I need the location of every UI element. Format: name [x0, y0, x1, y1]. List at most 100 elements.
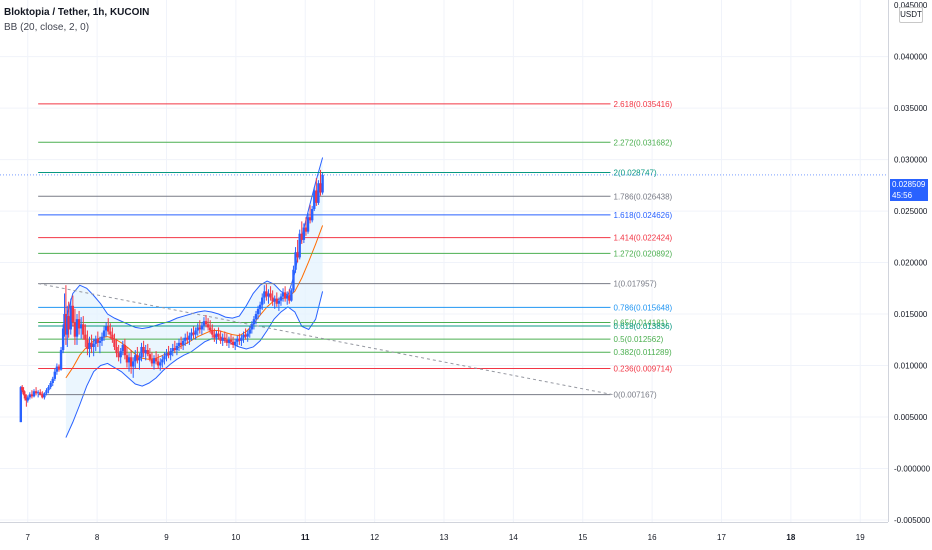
candle-body: [142, 346, 145, 354]
candle-body: [258, 304, 262, 309]
candle-body: [244, 334, 247, 337]
candle-body: [275, 298, 279, 304]
candle-body: [115, 346, 118, 354]
candle-body: [281, 292, 285, 297]
candle-body: [136, 355, 139, 361]
fib-label: 2.618(0.035416): [614, 100, 673, 109]
candle-body: [252, 319, 256, 325]
candle-body: [265, 291, 268, 297]
candle-body: [75, 319, 79, 337]
candle-body: [138, 357, 141, 361]
candle-body: [117, 353, 120, 358]
candle-body: [269, 293, 272, 298]
candle-body: [190, 332, 193, 336]
last-price-value: 0.028509: [892, 180, 926, 189]
candle-body: [123, 344, 127, 356]
fib-label: 2(0.028747): [614, 168, 657, 177]
candle-body: [179, 342, 183, 345]
candle-body: [306, 217, 310, 232]
x-tick-label: 9: [164, 533, 169, 542]
candle-body: [181, 340, 185, 345]
candle-body: [288, 295, 291, 301]
candle-body: [223, 337, 226, 340]
candle-body: [107, 326, 110, 332]
y-tick-label: -0.000000: [894, 464, 931, 473]
x-tick-label: 19: [856, 533, 865, 542]
symbol-title[interactable]: Bloktopia / Tether, 1h, KUCOIN: [4, 7, 150, 18]
candle-body: [184, 337, 187, 341]
candle-body: [177, 342, 181, 346]
y-tick-label: 0.030000: [894, 156, 928, 165]
y-tick-label: 0.045000: [894, 1, 928, 10]
candle-body: [242, 334, 245, 338]
x-tick-label: 17: [717, 533, 726, 542]
candle-body: [88, 342, 91, 350]
candle-body: [94, 338, 97, 344]
candle-body: [277, 300, 281, 304]
candle-body: [169, 351, 172, 356]
candle-body: [113, 339, 116, 347]
candle-body: [77, 319, 81, 329]
candle-body: [84, 334, 87, 340]
bb-fill: [65, 157, 323, 438]
candle-body: [36, 392, 40, 394]
candle-body: [215, 333, 218, 338]
candle-body: [111, 334, 114, 340]
candle-body: [86, 339, 89, 350]
candle-body: [229, 339, 233, 342]
fib-label: 1.618(0.024626): [614, 211, 673, 220]
bar-countdown: 45:56: [892, 191, 913, 200]
candle-body: [71, 305, 75, 323]
candle-body: [236, 338, 239, 342]
candle-body: [248, 329, 251, 334]
candle-body: [22, 390, 25, 395]
candle-body: [175, 345, 179, 351]
candle-body: [294, 252, 297, 270]
currency-button[interactable]: USDT: [899, 7, 923, 23]
candle-body: [61, 328, 65, 351]
trend-dashed-line: [38, 283, 615, 396]
gridlines: [0, 0, 888, 522]
trendline: [0, 174, 888, 396]
x-tick-label: 7: [26, 533, 31, 542]
candle-body: [217, 333, 220, 337]
candle-body: [25, 398, 28, 401]
candle-body: [213, 334, 216, 338]
fib-label: 0(0.007167): [614, 391, 657, 400]
fib-label: 0.382(0.011289): [614, 348, 672, 357]
candle-body: [173, 348, 177, 351]
candle-body: [256, 308, 260, 315]
y-tick-label: 0.025000: [894, 207, 928, 216]
fib-label: 0.236(0.009714): [614, 364, 673, 373]
candle-body: [41, 394, 44, 398]
candle-body: [202, 321, 206, 326]
candle-body: [51, 378, 54, 384]
candle-body: [92, 343, 95, 347]
candle-body: [39, 392, 42, 395]
candle-body: [55, 366, 59, 372]
fib-label: 1.786(0.026438): [614, 192, 673, 201]
fib-label: 1.272(0.020892): [614, 249, 673, 258]
candle-body: [63, 314, 66, 329]
candle-body: [308, 217, 312, 221]
candle-body: [192, 332, 195, 335]
candle-body: [66, 316, 69, 335]
candle-body: [59, 350, 63, 370]
candle-body: [100, 336, 104, 341]
candle-body: [79, 324, 83, 329]
candle-body: [286, 295, 289, 299]
candle-body: [221, 337, 224, 341]
x-tick-label: 15: [578, 533, 587, 542]
fibonacci-levels: 3.618(0.046266)2.618(0.035416)2.272(0.03…: [38, 100, 673, 400]
y-tick-label: 0.035000: [894, 104, 928, 113]
candle-body: [64, 314, 68, 335]
indicator-legend[interactable]: BB (20, close, 2, 0): [4, 22, 90, 33]
candle-body: [254, 314, 258, 320]
candle-body: [148, 354, 152, 360]
candle-body: [90, 342, 93, 347]
last-price-tag: 0.028509 45:56: [890, 179, 928, 201]
candle-body: [296, 252, 299, 258]
candle-body: [231, 341, 235, 345]
candle-body: [121, 344, 124, 352]
